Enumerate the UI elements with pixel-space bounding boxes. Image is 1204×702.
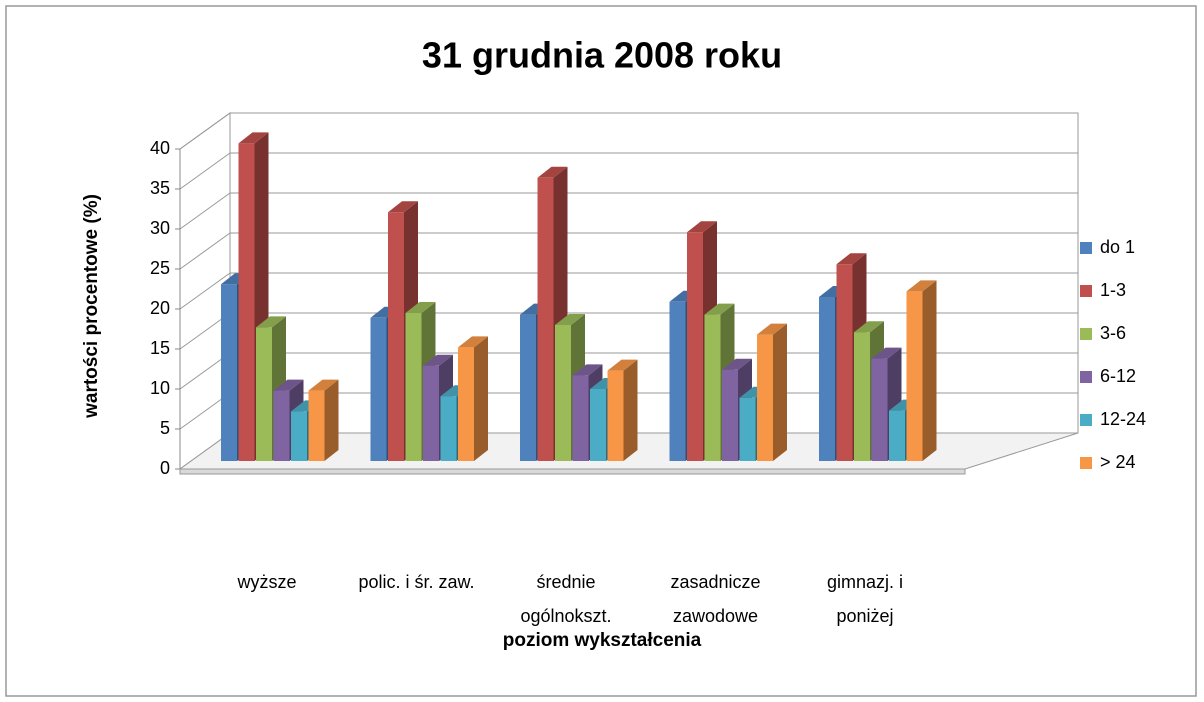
y-axis-title: wartości procentowe (%) — [81, 194, 102, 419]
bar — [836, 264, 853, 461]
bar-top — [607, 359, 638, 371]
bar — [854, 332, 870, 461]
bar — [669, 301, 686, 461]
bar — [291, 411, 307, 461]
bar — [704, 314, 721, 461]
legend-label: do 1 — [1100, 237, 1135, 257]
bar — [889, 410, 905, 461]
grid-line — [179, 192, 231, 230]
grid-line — [179, 232, 231, 270]
bar-top — [388, 201, 418, 213]
y-tick-label: 15 — [150, 338, 170, 358]
bar — [537, 177, 554, 462]
y-tick-label: 20 — [150, 298, 170, 318]
bar-side — [922, 280, 937, 461]
legend-label: 12-24 — [1100, 409, 1146, 429]
bar — [871, 358, 888, 461]
y-tick-label: 5 — [160, 418, 170, 438]
bar-top — [871, 347, 902, 359]
legend-swatch — [1080, 328, 1092, 340]
grid-line — [179, 112, 231, 150]
legend-swatch — [1080, 414, 1092, 426]
bar — [687, 232, 703, 461]
bar — [388, 212, 404, 461]
bar — [440, 396, 457, 461]
bar — [739, 397, 756, 461]
bar — [757, 334, 773, 461]
bar-top — [704, 303, 735, 315]
bar-side — [324, 379, 339, 461]
bar — [221, 284, 237, 461]
bar — [607, 370, 624, 461]
bar-top — [273, 379, 304, 391]
bar — [520, 314, 536, 461]
x-tick-label: gimnazj. i poniżej — [826, 572, 904, 626]
bar-top — [423, 354, 453, 366]
legend-label: 6-12 — [1100, 366, 1136, 386]
bar — [370, 317, 387, 461]
bar-top — [687, 221, 717, 233]
legend-label: 1-3 — [1100, 280, 1126, 300]
bar — [590, 389, 606, 461]
bar — [273, 390, 290, 461]
x-tick-label: polic. i śr. zaw. — [358, 572, 475, 592]
y-tick-label: 25 — [150, 258, 170, 278]
bar — [308, 390, 325, 461]
chart-title: 31 grudnia 2008 roku — [422, 35, 782, 76]
bar — [572, 375, 589, 461]
y-tick-label: 0 — [160, 458, 170, 478]
legend-swatch — [1080, 371, 1092, 383]
x-tick-label: wyższe — [237, 572, 297, 592]
bar-top — [555, 314, 585, 325]
bar-top — [572, 364, 603, 376]
bar-top — [256, 316, 286, 328]
bar — [238, 143, 255, 461]
bar-side — [474, 336, 488, 461]
bar-top — [537, 166, 568, 178]
grid-line — [179, 152, 231, 190]
bar — [458, 347, 474, 461]
floor-edge — [179, 468, 966, 475]
legend-swatch — [1080, 242, 1092, 254]
x-tick-label: zasadnicze zawodowe — [670, 572, 761, 626]
y-tick-label: 10 — [150, 378, 170, 398]
bar-top — [405, 302, 436, 313]
bar-top — [308, 379, 339, 391]
bar — [722, 369, 738, 461]
x-axis-title: poziom wykształcenia — [503, 630, 702, 651]
legend-swatch — [1080, 457, 1092, 469]
bar — [423, 365, 439, 461]
legend-swatch — [1080, 285, 1092, 297]
x-tick-label: średnie ogólnokszt. — [520, 572, 612, 626]
legend-label: 3-6 — [1100, 323, 1126, 343]
bar-top — [458, 336, 488, 348]
bar-top — [238, 132, 269, 144]
bar — [555, 325, 571, 461]
bar-top — [722, 358, 752, 370]
bar — [819, 297, 835, 461]
bar — [256, 327, 272, 461]
y-tick-label: 40 — [150, 138, 170, 158]
bar-top — [906, 280, 937, 292]
y-tick-label: 35 — [150, 178, 170, 198]
bar-top — [757, 323, 787, 335]
bar — [405, 313, 422, 461]
bar — [906, 291, 923, 461]
grid-line — [179, 272, 231, 310]
bar-side — [773, 323, 787, 461]
bar-top — [854, 321, 884, 333]
bar-top — [836, 253, 867, 265]
legend-label: > 24 — [1100, 452, 1136, 472]
y-tick-label: 30 — [150, 218, 170, 238]
bar-side — [623, 359, 638, 461]
